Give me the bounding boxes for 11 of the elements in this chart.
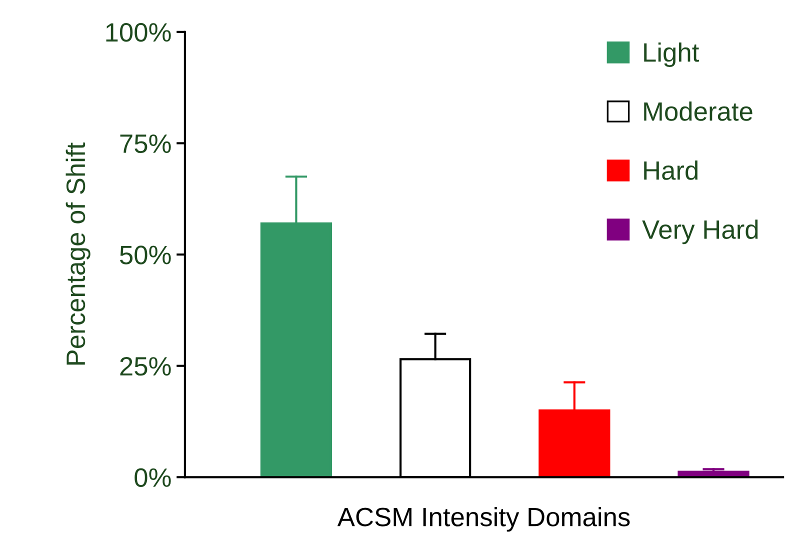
legend-label: Very Hard	[642, 220, 758, 244]
y-tick-label: 75%	[120, 134, 171, 154]
y-axis-title: Percentage of Shift	[66, 142, 90, 365]
legend-label: Light	[644, 42, 700, 68]
y-tick-label: 0%	[134, 468, 171, 487]
legend-label: Moderate	[644, 101, 752, 121]
y-tick-label: 50%	[120, 246, 171, 264]
x-axis-title: ACSM Intensity Domains	[337, 507, 630, 532]
legend-label: Hard	[644, 160, 698, 180]
y-tick-label: 100%	[106, 23, 171, 42]
y-tick-label: 25%	[120, 356, 171, 376]
